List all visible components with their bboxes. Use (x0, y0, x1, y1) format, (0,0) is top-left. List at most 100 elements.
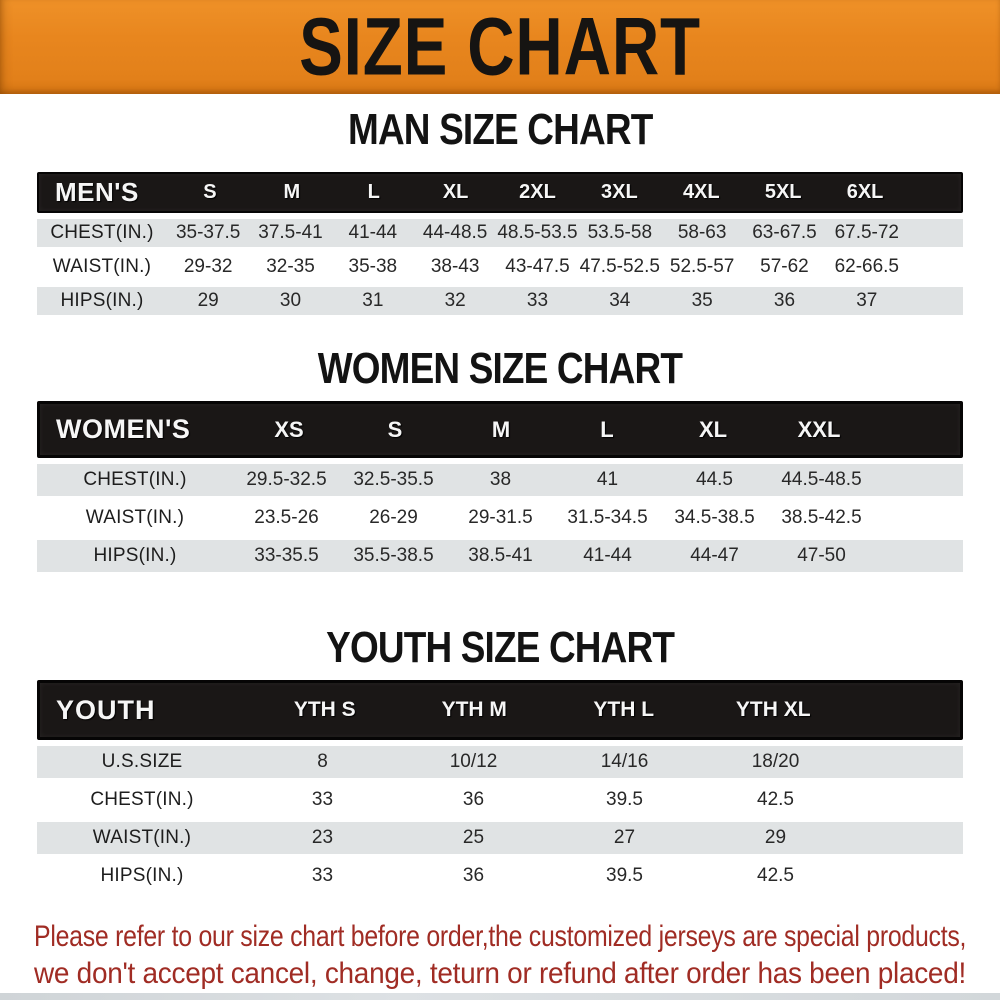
measurement-row-label: WAIST(IN.) (52, 256, 152, 277)
disclaimer: Please refer to our size chart before or… (34, 918, 1000, 992)
measurement-row: U.S.SIZE 8 10/12 14/16 18/20 (37, 746, 963, 778)
size-value-cell: 14/16 (600, 751, 649, 772)
size-value-cell: 31 (362, 290, 384, 311)
measurement-row: HIPS(IN.) 29 30 31 32 33 34 35 36 37 (37, 287, 963, 315)
measurement-row-label: CHEST(IN.) (90, 789, 194, 810)
size-value-cell: 53.5-58 (587, 222, 653, 243)
size-value-cell: 27 (613, 827, 636, 848)
size-value-cell: 44-48.5 (422, 222, 488, 243)
women-size-table: WOMEN'S XS S M L XL XXL CHEST(IN.) 29.5-32.5 32.… (37, 401, 963, 572)
size-column-header: 6XL (846, 181, 884, 203)
size-value-cell: 58-63 (677, 222, 727, 243)
size-value-cell: 29 (764, 827, 787, 848)
size-value-cell: 35 (691, 290, 713, 311)
size-value-cell: 52.5-57 (669, 256, 735, 277)
size-value-cell: 34.5-38.5 (674, 507, 755, 528)
size-column-header: XL (698, 416, 728, 442)
women-section-heading: WOMEN SIZE CHART (0, 347, 1000, 391)
size-value-cell: 36 (773, 290, 796, 311)
banner-title: SIZE CHART (299, 1, 701, 92)
measurement-row-label: HIPS(IN.) (60, 290, 144, 311)
size-column-header: L (367, 181, 380, 203)
size-value-cell: 30 (279, 290, 302, 311)
measurement-row-label: HIPS(IN.) (100, 865, 184, 886)
size-value-cell: 41 (596, 469, 619, 490)
women-section-heading-text: WOMEN SIZE CHART (317, 344, 683, 393)
size-value-cell: 37.5-41 (258, 222, 323, 243)
size-value-cell: 33 (311, 789, 334, 810)
size-value-cell: 42.5 (757, 789, 794, 810)
bottom-edge-strip (0, 993, 1000, 1000)
size-value-cell: 23.5-26 (254, 507, 319, 528)
measurement-row: WAIST(IN.) 23.5-26 26-29 29-31.5 31.5-34.5 34… (37, 502, 963, 534)
size-value-cell: 44-47 (690, 545, 739, 566)
women-table-header-row: WOMEN'S XS S M L XL XXL (37, 401, 963, 458)
size-value-cell: 39.5 (606, 865, 643, 886)
size-value-cell: 29 (197, 290, 219, 311)
size-column-header: 3XL (601, 181, 638, 203)
size-value-cell: 43-47.5 (505, 256, 570, 277)
size-value-cell: 47.5-52.5 (579, 256, 660, 277)
size-column-header: YTH XL (735, 698, 811, 721)
measurement-row: WAIST(IN.) 29-32 32-35 35-38 38-43 43-47.5 47.… (37, 253, 963, 281)
men-size-table: MEN'S S M L XL 2XL 3XL 4XL 5XL 6XL CHEST(IN.) 35-3… (37, 172, 963, 315)
size-column-header: S (387, 416, 403, 442)
measurement-row-label: U.S.SIZE (101, 751, 183, 772)
size-column-header: 5XL (764, 181, 802, 203)
measurement-row: CHEST(IN.) 33 36 39.5 42.5 (37, 784, 963, 816)
size-value-cell: 38.5-41 (468, 545, 533, 566)
size-column-header: YTH S (293, 698, 356, 721)
youth-section-heading: YOUTH SIZE CHART (0, 626, 1000, 670)
women-table-body: CHEST(IN.) 29.5-32.5 32.5-35.5 38 41 44.5 44.5… (37, 464, 963, 572)
table-label-cell: YOUTH (56, 694, 156, 725)
measurement-row: CHEST(IN.) 35-37.5 37.5-41 41-44 44-48.5 48.5… (37, 219, 963, 247)
measurement-row-label: CHEST(IN.) (50, 222, 154, 243)
size-value-cell: 26-29 (369, 507, 418, 528)
size-value-cell: 8 (317, 751, 328, 772)
size-value-cell: 34 (609, 290, 631, 311)
size-value-cell: 38.5-42.5 (781, 507, 862, 528)
size-value-cell: 31.5-34.5 (567, 507, 648, 528)
size-value-cell: 44.5-48.5 (781, 469, 862, 490)
size-value-cell: 36 (462, 789, 485, 810)
men-table-header-row: MEN'S S M L XL 2XL 3XL 4XL 5XL 6XL (37, 172, 963, 213)
size-column-header: YTH M (441, 698, 507, 721)
size-value-cell: 29.5-32.5 (246, 469, 327, 490)
size-value-cell: 10/12 (449, 751, 498, 772)
size-value-cell: 29-32 (183, 256, 233, 277)
size-column-header: S (203, 181, 217, 203)
size-column-header: XXL (797, 416, 841, 442)
measurement-row-label: WAIST(IN.) (92, 827, 192, 848)
table-label-cell: WOMEN'S (56, 414, 191, 444)
size-value-cell: 39.5 (606, 789, 643, 810)
size-value-cell: 29-31.5 (468, 507, 533, 528)
size-value-cell: 41-44 (348, 222, 398, 243)
men-section-heading: MAN SIZE CHART (0, 108, 1000, 152)
measurement-row: HIPS(IN.) 33 36 39.5 42.5 (37, 860, 963, 892)
size-value-cell: 41-44 (583, 545, 632, 566)
size-value-cell: 63-67.5 (752, 222, 817, 243)
measurement-row: WAIST(IN.) 23 25 27 29 (37, 822, 963, 854)
table-label-cell: MEN'S (55, 177, 139, 207)
size-value-cell: 42.5 (757, 865, 794, 886)
size-value-cell: 35-38 (348, 256, 398, 277)
size-value-cell: 33-35.5 (254, 545, 319, 566)
measurement-row-label: HIPS(IN.) (93, 545, 177, 566)
youth-section: YOUTH SIZE CHART YOUTH YTH S YTH M YTH L YTH… (0, 626, 1000, 892)
men-section: MAN SIZE CHART MEN'S S M L XL 2XL 3XL 4XL 5XL 6XL… (0, 108, 1000, 315)
measurement-row: CHEST(IN.) 29.5-32.5 32.5-35.5 38 41 44.5 44.5… (37, 464, 963, 496)
disclaimer-line-1: Please refer to our size chart before or… (34, 920, 967, 953)
size-value-cell: 37 (856, 290, 878, 311)
size-value-cell: 38-43 (430, 256, 480, 277)
size-column-header: YTH L (593, 698, 655, 721)
size-value-cell: 44.5 (696, 469, 733, 490)
size-value-cell: 35.5-38.5 (353, 545, 434, 566)
size-value-cell: 36 (462, 865, 485, 886)
size-value-cell: 57-62 (760, 256, 809, 277)
size-column-header: M (283, 181, 301, 203)
size-value-cell: 67.5-72 (834, 222, 900, 243)
youth-table-header-row: YOUTH YTH S YTH M YTH L YTH XL (37, 680, 963, 740)
size-value-cell: 35-37.5 (175, 222, 241, 243)
measurement-row-label: CHEST(IN.) (83, 469, 187, 490)
size-column-header: 2XL (519, 181, 556, 203)
